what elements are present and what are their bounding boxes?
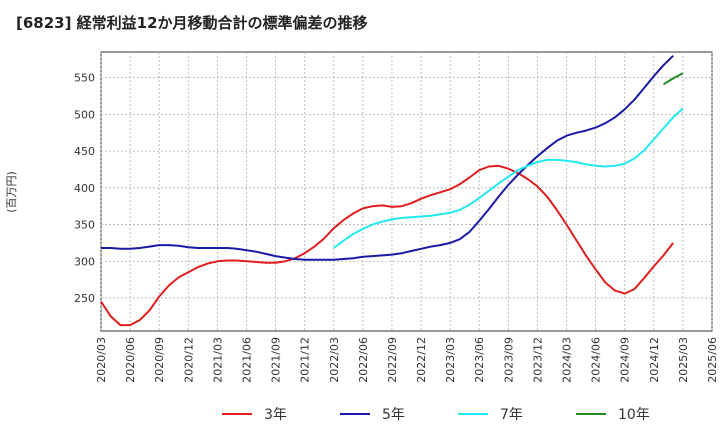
legend-label: 10年	[618, 407, 650, 423]
x-tick-label: 2023/12	[531, 337, 544, 383]
plot-area	[100, 51, 713, 332]
x-tick-label: 2023/06	[473, 337, 486, 383]
x-tick-label: 2023/09	[502, 337, 515, 383]
x-tick-label: 2025/06	[706, 337, 719, 383]
legend-label: 7年	[500, 407, 523, 423]
x-tick-label: 2024/06	[590, 337, 603, 383]
x-tick-label: 2020/09	[153, 337, 166, 383]
series-line-5年	[101, 54, 674, 261]
x-tick-label: 2024/03	[561, 337, 574, 383]
legend-label: 5年	[382, 407, 405, 423]
x-tick-label: 2023/03	[444, 337, 457, 383]
x-tick-label: 2021/06	[240, 337, 253, 383]
x-tick-label: 2021/03	[211, 337, 224, 383]
x-tick-label: 2024/09	[619, 337, 632, 383]
x-tick-label: 2022/12	[415, 337, 428, 383]
series-line-7年	[333, 107, 684, 249]
y-tick-label: 350	[74, 219, 95, 232]
y-tick-label: 400	[74, 182, 95, 195]
y-tick-label: 550	[74, 72, 95, 85]
x-tick-label: 2021/12	[299, 337, 312, 383]
x-tick-label: 2024/12	[648, 337, 661, 383]
y-tick-label: 500	[74, 108, 95, 121]
series-line-3年	[100, 164, 674, 327]
x-tick-label: 2022/03	[328, 337, 341, 383]
x-tick-label: 2020/12	[182, 337, 195, 383]
series-line-10年	[662, 72, 684, 86]
x-tick-label: 2021/09	[270, 337, 283, 383]
y-axis-label: (百万円)	[5, 171, 18, 213]
x-tick-label: 2020/03	[95, 337, 108, 383]
legend-label: 3年	[264, 407, 287, 423]
x-tick-label: 2025/03	[677, 337, 690, 383]
x-tick-label: 2020/06	[124, 337, 137, 383]
y-tick-label: 300	[74, 255, 95, 268]
chart-title: [6823] 経常利益12か月移動合計の標準偏差の推移	[16, 14, 368, 32]
x-tick-label: 2022/06	[357, 337, 370, 383]
y-tick-label: 450	[74, 145, 95, 158]
y-tick-label: 250	[74, 292, 95, 305]
x-tick-label: 2022/09	[386, 337, 399, 383]
